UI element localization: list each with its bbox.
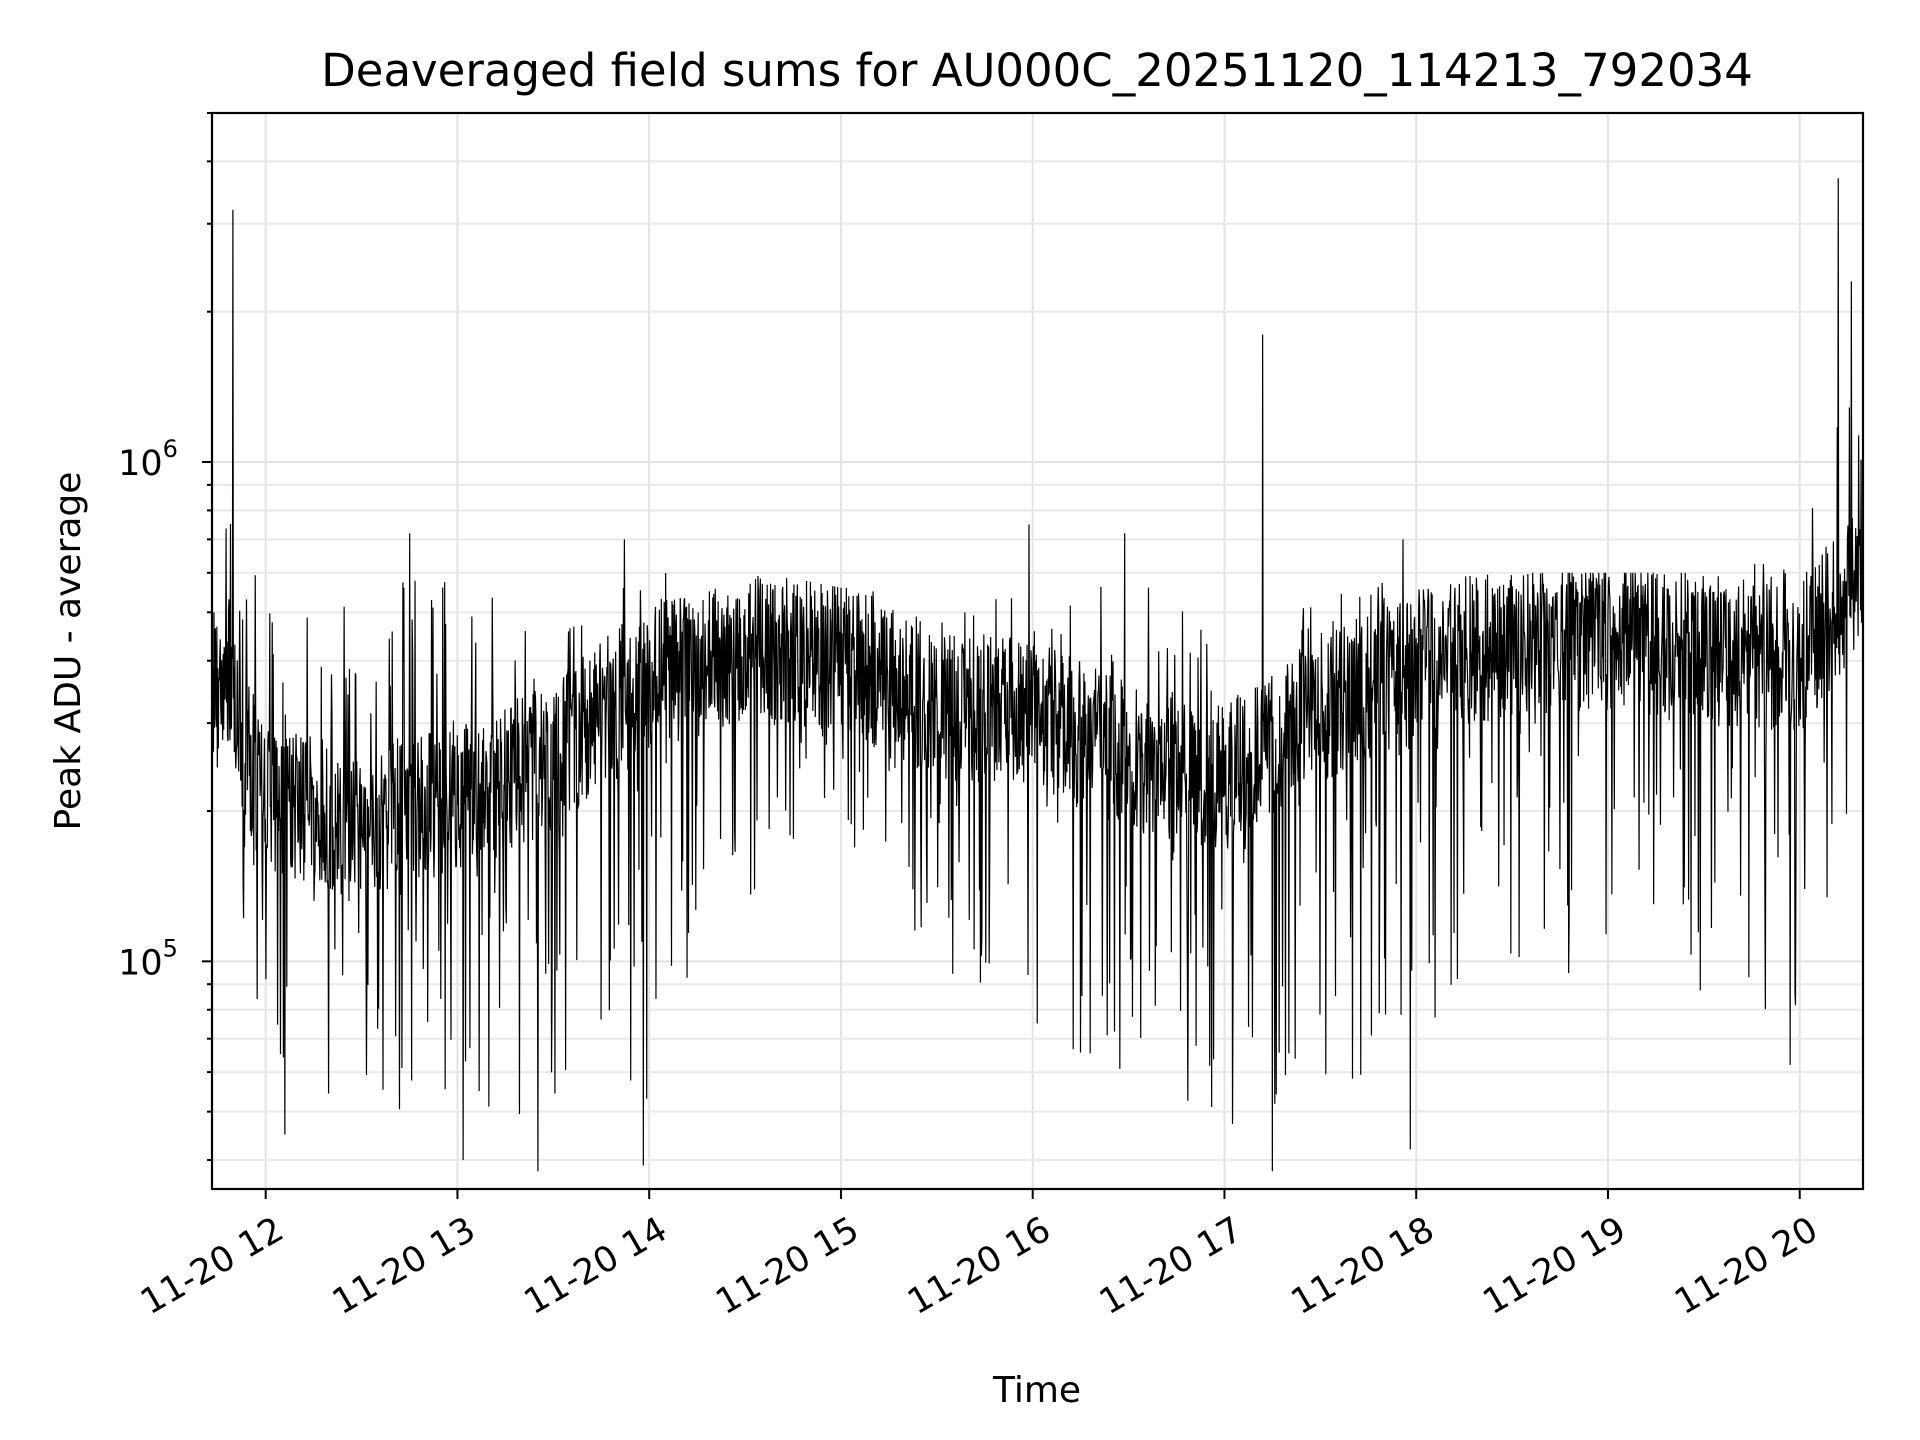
series-line-field-sums — [211, 178, 1864, 1172]
y-tick-exponent: 5 — [163, 934, 178, 962]
y-tick-exponent: 6 — [163, 435, 178, 463]
y-axis-label: Peak ADU - average — [48, 472, 89, 831]
x-axis-label: Time — [992, 1370, 1081, 1411]
y-tick-label: 106 — [118, 435, 178, 484]
chart-title: Deaveraged field sums for AU000C_2025112… — [321, 44, 1753, 97]
y-tick-base: 10 — [118, 943, 163, 983]
series-group — [211, 178, 1864, 1172]
y-tick-base: 10 — [118, 444, 163, 484]
plot-frame — [210, 111, 1865, 1191]
y-tick-label: 105 — [118, 934, 178, 983]
